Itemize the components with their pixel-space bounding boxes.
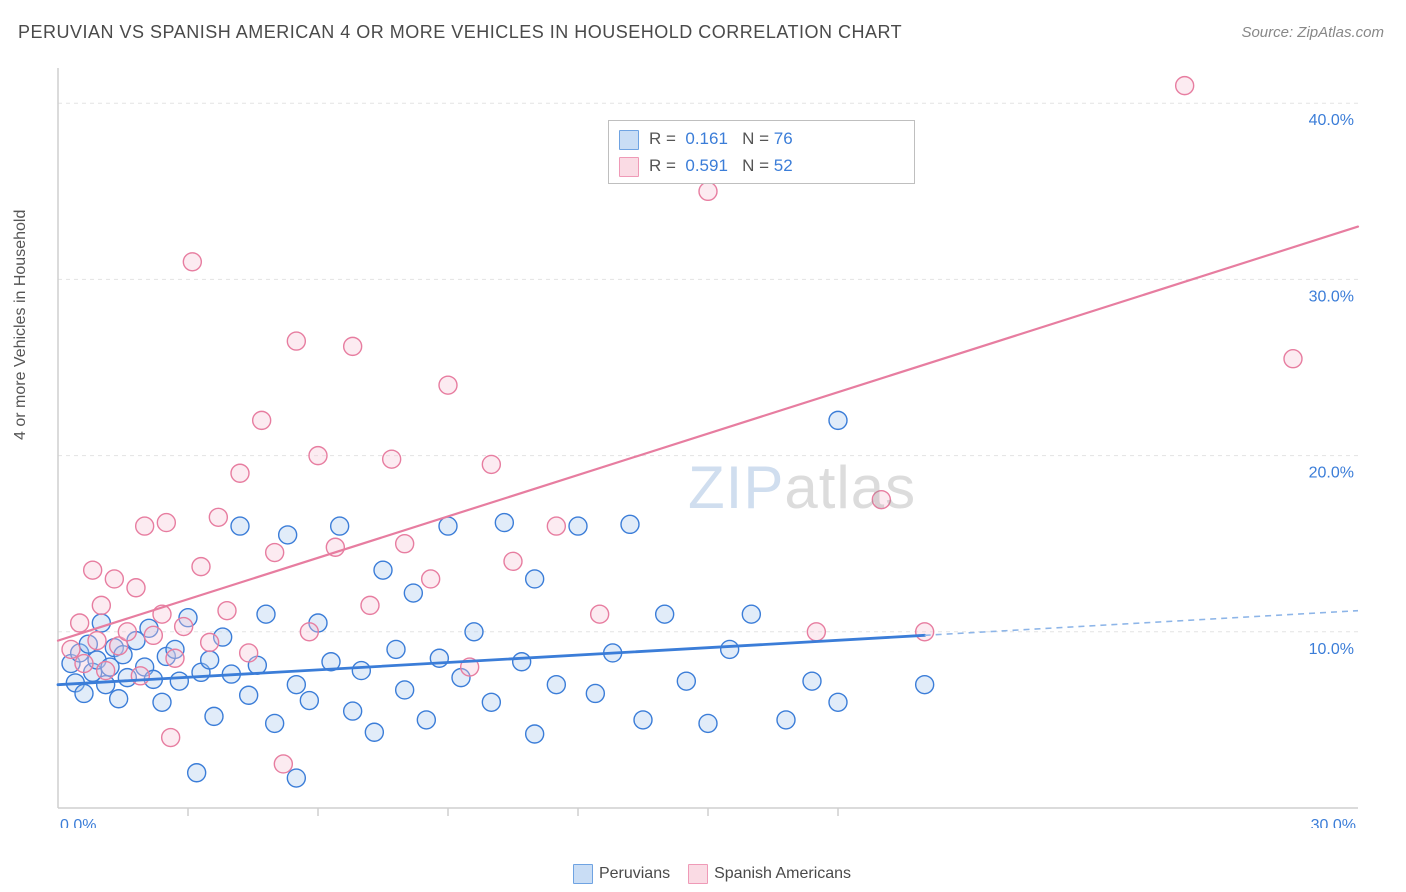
legend-swatch	[688, 864, 708, 884]
svg-text:0.0%: 0.0%	[60, 817, 96, 828]
legend-swatch	[573, 864, 593, 884]
svg-text:20.0%: 20.0%	[1309, 465, 1354, 482]
stats-n-value: 52	[774, 156, 793, 175]
stats-row: R = 0.591 N = 52	[619, 152, 904, 179]
stats-n-value: 76	[774, 129, 793, 148]
legend-bottom: Peruvians Spanish Americans	[0, 864, 1406, 884]
svg-text:10.0%: 10.0%	[1309, 641, 1354, 658]
svg-text:30.0%: 30.0%	[1311, 817, 1356, 828]
svg-text:30.0%: 30.0%	[1309, 288, 1354, 305]
svg-text:40.0%: 40.0%	[1309, 112, 1354, 129]
source-attribution: Source: ZipAtlas.com	[1241, 24, 1384, 41]
legend-label: Peruvians	[599, 865, 670, 882]
correlation-stats-box: R = 0.161 N = 76R = 0.591 N = 52	[608, 120, 915, 184]
legend-label: Spanish Americans	[714, 865, 851, 882]
chart-title: PERUVIAN VS SPANISH AMERICAN 4 OR MORE V…	[18, 22, 902, 43]
chart-area: 10.0%20.0%30.0%40.0%0.0%30.0% ZIPatlas R…	[48, 58, 1388, 828]
stats-r-value: 0.161	[685, 129, 728, 148]
stats-swatch	[619, 130, 639, 150]
stats-row: R = 0.161 N = 76	[619, 125, 904, 152]
stats-r-value: 0.591	[685, 156, 728, 175]
y-axis-title: 4 or more Vehicles in Household	[12, 210, 30, 440]
stats-swatch	[619, 157, 639, 177]
